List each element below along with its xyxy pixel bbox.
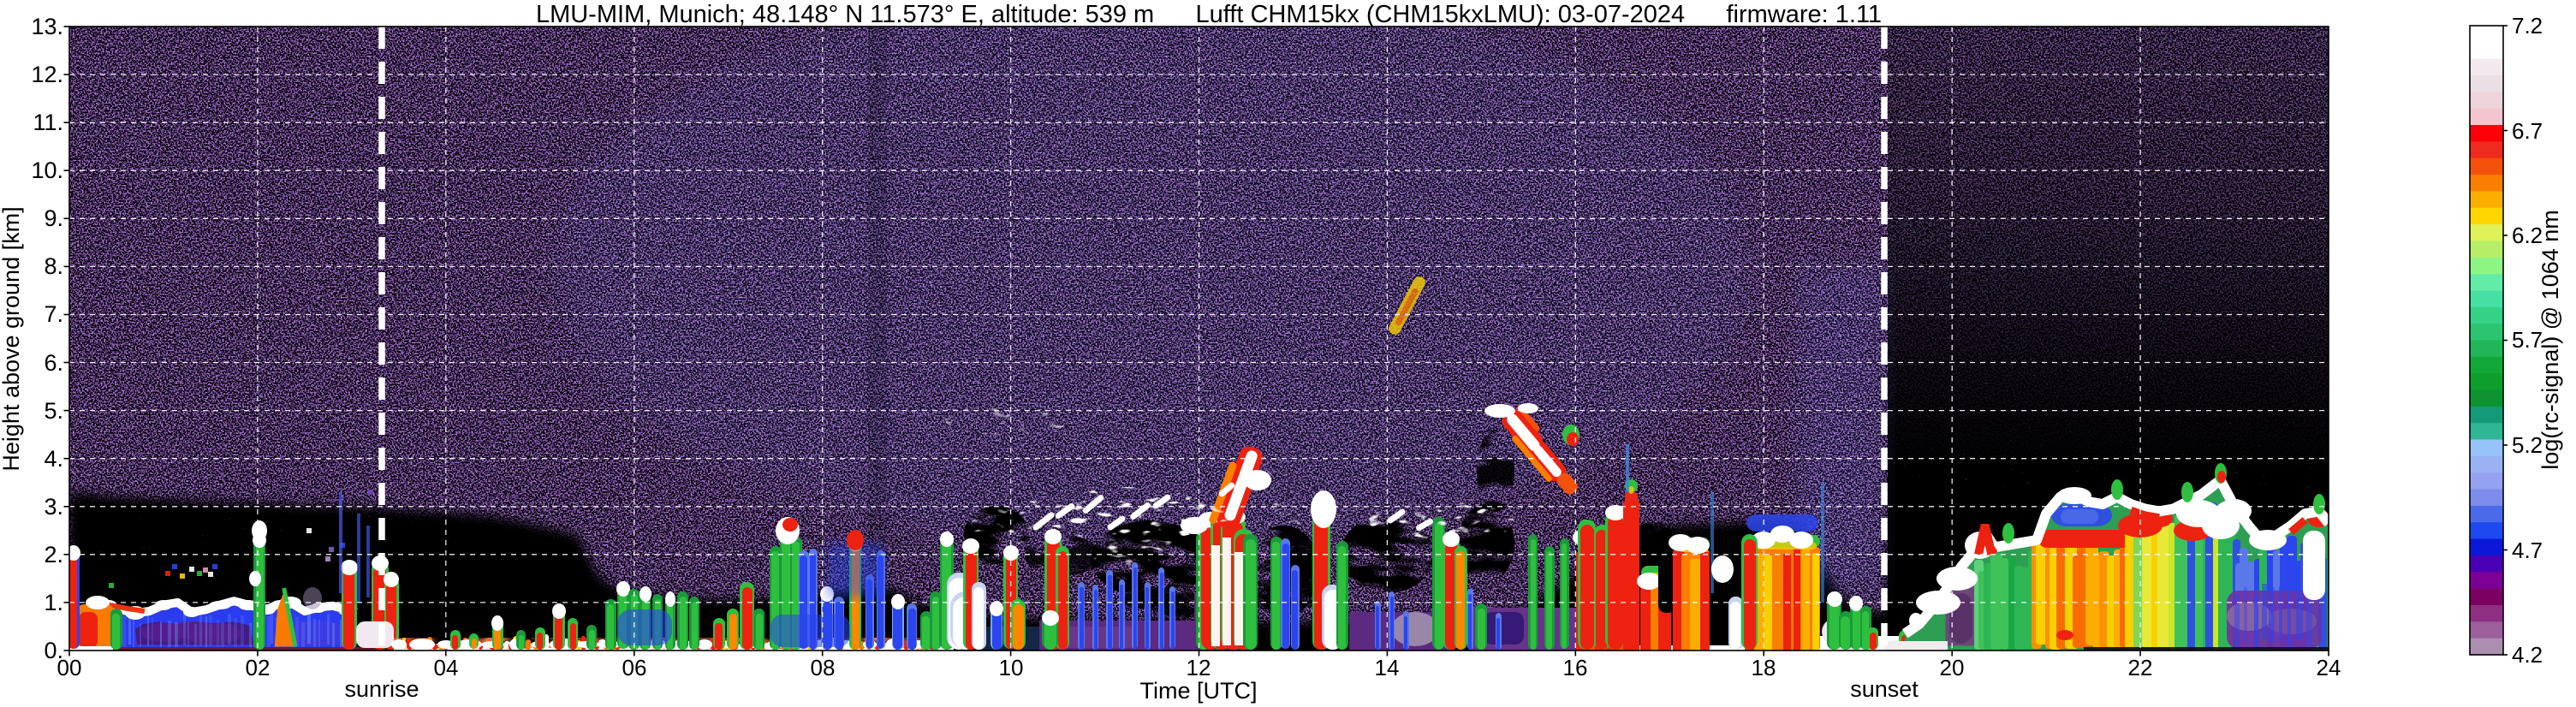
svg-text:22: 22 xyxy=(2128,655,2153,680)
svg-text:9.: 9. xyxy=(44,205,63,231)
svg-text:5.2: 5.2 xyxy=(2512,432,2543,458)
svg-text:sunset: sunset xyxy=(1850,676,1919,702)
svg-text:5.: 5. xyxy=(44,398,63,424)
svg-text:13.: 13. xyxy=(31,14,63,39)
svg-text:sunrise: sunrise xyxy=(344,676,419,702)
svg-text:6.7: 6.7 xyxy=(2512,118,2543,144)
svg-text:5.7: 5.7 xyxy=(2512,327,2543,353)
svg-text:0.: 0. xyxy=(44,638,63,663)
svg-text:Height above ground [km]: Height above ground [km] xyxy=(0,206,24,471)
svg-text:8.: 8. xyxy=(44,253,63,279)
svg-text:Time [UTC]: Time [UTC] xyxy=(1140,678,1258,704)
svg-text:14: 14 xyxy=(1375,655,1400,680)
svg-text:06: 06 xyxy=(622,655,647,680)
svg-text:00: 00 xyxy=(57,655,82,680)
svg-text:7.: 7. xyxy=(44,301,63,327)
svg-text:24: 24 xyxy=(2317,655,2341,680)
svg-text:log(rc-signal) @ 1064 nm: log(rc-signal) @ 1064 nm xyxy=(2537,210,2563,470)
svg-text:10: 10 xyxy=(999,655,1024,680)
svg-text:12.: 12. xyxy=(31,62,63,87)
svg-text:4.2: 4.2 xyxy=(2512,642,2543,668)
svg-text:10.: 10. xyxy=(31,157,63,183)
svg-text:6.2: 6.2 xyxy=(2512,223,2543,248)
svg-text:16: 16 xyxy=(1563,655,1588,680)
svg-text:2.: 2. xyxy=(44,542,63,567)
svg-text:02: 02 xyxy=(246,655,271,680)
svg-text:LMU-MIM, Munich; 48.148° N 11.: LMU-MIM, Munich; 48.148° N 11.573° E, al… xyxy=(536,1,1882,28)
svg-text:04: 04 xyxy=(434,655,459,680)
svg-text:08: 08 xyxy=(811,655,836,680)
svg-text:7.2: 7.2 xyxy=(2512,13,2543,39)
svg-text:4.: 4. xyxy=(44,446,63,472)
svg-text:12: 12 xyxy=(1187,655,1211,680)
svg-text:3.: 3. xyxy=(44,494,63,520)
svg-text:4.7: 4.7 xyxy=(2512,538,2543,563)
svg-text:1.: 1. xyxy=(44,590,63,615)
svg-text:18: 18 xyxy=(1752,655,1776,680)
svg-text:20: 20 xyxy=(1940,655,1965,680)
svg-text:6.: 6. xyxy=(44,350,63,376)
svg-text:11.: 11. xyxy=(33,110,63,135)
